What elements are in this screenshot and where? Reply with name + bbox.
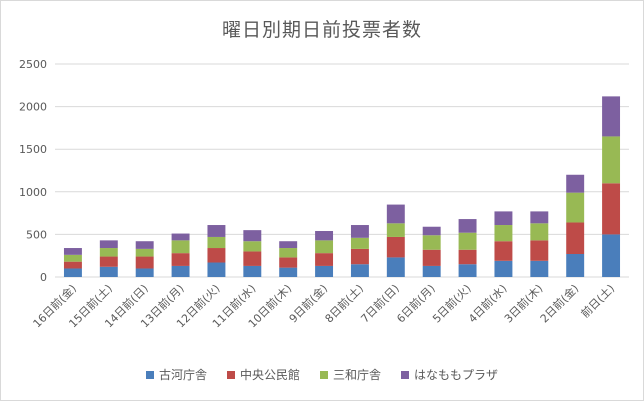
bar-segment (494, 211, 513, 226)
legend-swatch (145, 370, 154, 379)
bar-segment (530, 211, 549, 224)
x-tick-label: 7日前(日) (358, 281, 402, 325)
bar-segment (171, 265, 190, 277)
bar-segment (279, 241, 298, 249)
bar-segment (243, 251, 262, 266)
bar-segment (350, 248, 369, 265)
bar-segment (99, 266, 118, 277)
bar-segment (386, 223, 405, 237)
bar-segment (566, 174, 585, 193)
y-tick-label: 0 (40, 271, 47, 284)
bar-segment (63, 248, 82, 255)
bar-segment (243, 241, 262, 252)
bar-segment (602, 183, 621, 235)
bar-segment (207, 225, 226, 237)
y-tick-label: 2500 (19, 58, 47, 71)
x-tick-label: 9日前(金) (286, 281, 330, 325)
legend-item: 三和庁舎 (320, 366, 381, 383)
bar-segment (422, 226, 441, 236)
bar-segment (350, 237, 369, 249)
bar-segment (458, 264, 477, 277)
bar-segment (386, 204, 405, 224)
bar-segment (458, 219, 477, 233)
bar-segment (315, 265, 334, 277)
bar-segment (207, 248, 226, 263)
y-tick-label: 1500 (19, 143, 47, 156)
bar-segment (315, 230, 334, 241)
bar-segment (602, 136, 621, 184)
bar-segment (350, 264, 369, 277)
x-tick-label: 5日前(火) (429, 281, 473, 325)
bar-segment (494, 260, 513, 277)
bar-segment (422, 265, 441, 277)
bar-segment (422, 235, 441, 250)
bar-segment (530, 260, 549, 277)
bar-segment (279, 267, 298, 277)
bar-segment (135, 248, 154, 257)
y-tick-label: 2000 (19, 101, 47, 114)
bar-segment (315, 240, 334, 254)
bar-segment (171, 253, 190, 266)
bar-segment (458, 249, 477, 265)
bar-segment (422, 249, 441, 266)
x-tick-label: 3日前(木) (501, 281, 545, 325)
bar-segment (135, 268, 154, 277)
bar-segment (99, 240, 118, 249)
bar-segment (99, 248, 118, 257)
bar-segment (63, 268, 82, 277)
bar-segment (566, 192, 585, 223)
bar-segment (135, 256, 154, 269)
legend-swatch (401, 370, 410, 379)
bar-segment (171, 233, 190, 241)
bar-segment (530, 223, 549, 241)
bar-segment (566, 253, 585, 277)
x-tick-label: 8日前(土) (322, 281, 366, 325)
bar-segment (243, 265, 262, 277)
bar-segment (386, 236, 405, 258)
legend: 古河庁舎 中央公民館 三和庁舎 はなももプラザ (1, 366, 643, 383)
bar-segment (458, 232, 477, 250)
bar-segment (171, 240, 190, 254)
legend-item: 古河庁舎 (145, 366, 207, 383)
bar-segment (315, 253, 334, 266)
bar-segment (350, 225, 369, 238)
legend-label: はなももプラザ (414, 368, 499, 382)
legend-swatch (320, 370, 328, 379)
bar-segment (279, 248, 298, 258)
bar-segment (602, 234, 621, 277)
legend-label: 中央公民館 (239, 368, 300, 382)
x-tick-label: 6日前(月) (394, 281, 438, 325)
legend-label: 古河庁舎 (158, 368, 207, 382)
bar-segment (63, 254, 82, 262)
bar-segment (279, 257, 298, 268)
bar-segment (386, 257, 405, 277)
legend-item: 中央公民館 (226, 366, 300, 383)
x-tick-label: 2日前(金) (537, 281, 581, 325)
chart-title: 曜日別期日前投票者数 (221, 19, 422, 41)
bar-segment (530, 240, 549, 261)
bar-segment (63, 261, 82, 269)
legend-item: はなももプラザ (401, 366, 498, 383)
legend-label: 三和庁舎 (333, 368, 382, 382)
bar-segment (566, 222, 585, 254)
bar-segment (207, 236, 226, 249)
bar-segment (135, 241, 154, 249)
bar-segment (99, 256, 118, 267)
y-tick-label: 1000 (19, 186, 47, 199)
bar-segment (602, 96, 621, 137)
bar-segment (494, 225, 513, 242)
bar-segment (207, 262, 226, 277)
y-tick-label: 500 (26, 228, 47, 241)
x-tick-label: 4日前(水) (465, 281, 509, 325)
bar-segment (494, 241, 513, 261)
bar-segment (243, 230, 262, 242)
x-tick-label: 前日(土) (578, 281, 617, 320)
legend-swatch (226, 370, 235, 379)
plot-area: 0500100015002000250016日前(金)15日前(土)14日前(日… (19, 58, 629, 330)
